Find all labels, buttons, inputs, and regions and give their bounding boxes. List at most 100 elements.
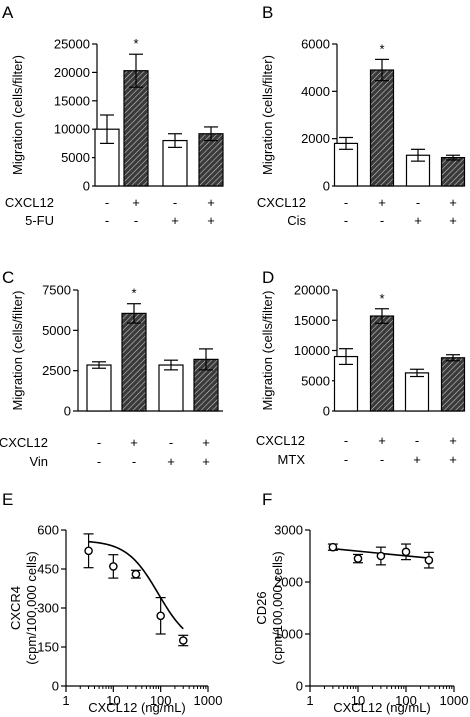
plus-sign: + <box>202 454 210 469</box>
x-axis-label: CXCL12 (ng/mL) <box>333 700 431 715</box>
panel-letter: C <box>2 268 14 287</box>
bar-hatched <box>123 70 149 187</box>
y-tick-label: 5000 <box>42 323 71 338</box>
y-tick-label: 0 <box>323 179 330 194</box>
y-tick-label: 10000 <box>294 343 330 358</box>
plus-sign: + <box>449 195 457 210</box>
significance-asterisk: * <box>131 286 136 301</box>
minus-sign: - <box>344 213 348 228</box>
panel-letter: A <box>2 3 14 22</box>
plus-sign: + <box>167 454 175 469</box>
y-tick-label: 7500 <box>42 283 71 298</box>
minus-sign: - <box>169 435 173 450</box>
y-tick-label: 1000 <box>274 627 303 642</box>
y-tick-label: 20000 <box>54 65 90 80</box>
plus-sign: + <box>378 195 386 210</box>
bar-open <box>404 372 430 412</box>
x-tick-label: 10 <box>351 693 365 708</box>
bar-hatched <box>369 69 395 187</box>
panel-d: D 0 5000 10000 15000 20000 Migration (cells/fi… <box>256 268 466 467</box>
y-tick-label: 5000 <box>61 150 90 165</box>
condition-label: CXCL12 <box>257 195 306 210</box>
y-axis-label-units: (cpm/100,000 cells) <box>24 551 39 664</box>
y-axis-label: CXCR4 <box>8 586 23 630</box>
minus-sign: - <box>97 435 101 450</box>
y-tick-label: 25000 <box>54 37 90 52</box>
x-tick-label: 1000 <box>440 693 469 708</box>
panel-c: C 0 2500 5000 7500 Migration (cells/filter) * C… <box>0 268 223 469</box>
data-point <box>328 542 338 552</box>
panel-b: B 0 2000 4000 6000 Migration (cells/filter) * C… <box>257 3 466 228</box>
x-tick-label: 1 <box>62 693 69 708</box>
data-point <box>178 636 188 645</box>
y-tick-label: 0 <box>64 404 71 419</box>
plus-sign: + <box>413 452 421 467</box>
y-tick-label: 20000 <box>294 283 330 298</box>
y-tick-label: 5000 <box>301 373 330 388</box>
y-tick-label: 10000 <box>54 122 90 137</box>
y-axis-label: CD26 <box>254 591 269 624</box>
data-point <box>424 555 434 565</box>
y-axis-label: Migration (cells/filter) <box>260 291 275 411</box>
y-tick-label: 450 <box>37 562 59 577</box>
condition-label: CXCL12 <box>0 435 48 450</box>
y-tick-label: 3000 <box>274 523 303 538</box>
bar-hatched <box>440 157 466 187</box>
y-tick-label: 15000 <box>294 313 330 328</box>
data-point <box>401 547 411 557</box>
minus-sign: - <box>134 213 138 228</box>
minus-sign: - <box>344 452 348 467</box>
plus-sign: + <box>207 213 215 228</box>
plus-sign: + <box>449 433 457 448</box>
minus-sign: - <box>380 452 384 467</box>
panel-letter: B <box>262 3 273 22</box>
y-tick-label: 6000 <box>301 37 330 52</box>
x-tick-label: 100 <box>395 693 417 708</box>
plus-sign: + <box>449 213 457 228</box>
y-tick-label: 300 <box>37 601 59 616</box>
panel-a: A 0 5000 10000 15000 20000 25000 Migration (cel… <box>2 3 224 228</box>
data-point <box>131 569 141 579</box>
data-point <box>84 546 93 556</box>
minus-sign: - <box>97 454 101 469</box>
panel-letter: F <box>262 490 272 509</box>
plus-sign: + <box>449 452 457 467</box>
y-axis-label: Migration (cells/filter) <box>260 55 275 175</box>
plus-sign: + <box>378 433 386 448</box>
condition-label: MTX <box>278 452 306 467</box>
y-axis-label: Migration (cells/filter) <box>10 291 25 411</box>
plus-sign: + <box>202 435 210 450</box>
plus-sign: + <box>171 213 179 228</box>
minus-sign: - <box>344 433 348 448</box>
data-point <box>156 611 165 621</box>
condition-label: Vin <box>29 454 48 469</box>
bar-hatched <box>198 133 224 187</box>
minus-sign: - <box>132 454 136 469</box>
y-tick-label: 2000 <box>274 575 303 590</box>
data-point <box>353 554 363 563</box>
bar-hatched <box>369 315 395 412</box>
minus-sign: - <box>105 195 109 210</box>
minus-sign: - <box>380 213 384 228</box>
y-tick-label: 4000 <box>301 84 330 99</box>
x-tick-label: 10 <box>106 693 120 708</box>
x-tick-label: 1 <box>306 693 313 708</box>
plus-sign: + <box>130 435 138 450</box>
plus-sign: + <box>207 195 215 210</box>
condition-label: CXCL12 <box>256 433 305 448</box>
x-tick-label: 100 <box>150 693 172 708</box>
bar-open <box>162 139 188 187</box>
y-tick-label: 0 <box>52 679 59 694</box>
bar-hatched <box>121 312 147 412</box>
bar-hatched <box>440 357 466 412</box>
y-tick-label: 150 <box>37 640 59 655</box>
y-tick-label: 2000 <box>301 131 330 146</box>
y-tick-label: 0 <box>83 179 90 194</box>
plus-sign: + <box>414 213 422 228</box>
y-tick-label: 600 <box>37 523 59 538</box>
bar-open <box>158 364 184 412</box>
panel-letter: E <box>2 490 13 509</box>
x-axis-label: CXCL12 (ng/mL) <box>88 700 186 715</box>
y-tick-label: 15000 <box>54 93 90 108</box>
